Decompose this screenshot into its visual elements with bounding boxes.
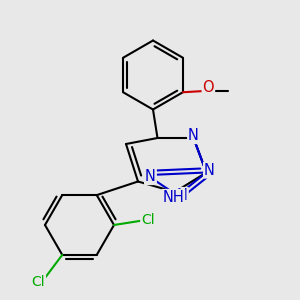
Text: Cl: Cl (141, 214, 155, 227)
Text: N: N (188, 128, 199, 143)
Text: N: N (145, 169, 156, 184)
Text: Cl: Cl (32, 275, 45, 289)
Text: N: N (177, 188, 188, 203)
Text: NH: NH (163, 190, 184, 205)
Text: O: O (202, 80, 214, 95)
Text: N: N (204, 163, 215, 178)
